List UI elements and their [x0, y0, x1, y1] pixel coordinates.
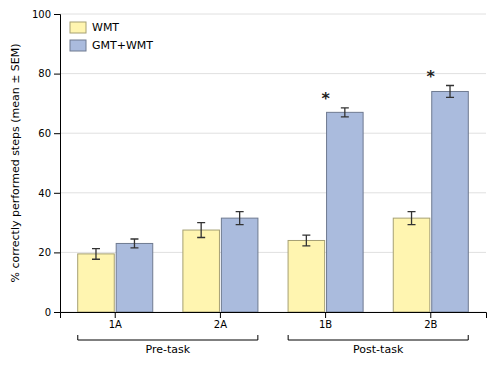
error-bar: [197, 223, 205, 238]
tick-mark: [54, 252, 60, 253]
tick-label: 20: [38, 247, 51, 258]
bar: [221, 218, 258, 312]
legend-label: GMT+WMT: [92, 39, 153, 52]
tick-mark: [220, 312, 221, 318]
tick-mark: [54, 133, 60, 134]
error-bar: [408, 212, 416, 225]
bar: [327, 112, 364, 312]
group-brackets: Pre-task Post-task: [78, 335, 468, 356]
legend-item: WMT: [70, 21, 119, 34]
grid-line: [60, 73, 486, 74]
plot: 0204060801001A2A1B2B**Pre-taskPost-taskW…: [32, 9, 487, 356]
tick-label: 60: [38, 128, 51, 139]
tick-label: 2B: [424, 319, 437, 330]
error-bar: [236, 212, 244, 225]
tick-mark: [54, 14, 60, 15]
bracket: [288, 335, 468, 340]
tick: 100: [32, 9, 60, 20]
annotations: **: [321, 67, 435, 108]
grid-line: [60, 192, 486, 193]
tick: 80: [38, 68, 60, 79]
error-bar: [92, 249, 100, 260]
legend-swatch: [70, 40, 86, 51]
bar: [116, 243, 153, 312]
tick-mark: [54, 312, 60, 313]
error-bar: [446, 86, 454, 98]
tick-label: 100: [32, 9, 51, 20]
marks: [78, 86, 469, 312]
grid-line: [60, 133, 486, 134]
tick-label: 80: [38, 68, 51, 79]
legend-swatch: [70, 22, 86, 33]
error-bar: [130, 239, 138, 248]
tick: 1A: [109, 312, 122, 330]
y-axis-title: % correctly performed steps (mean ± SEM): [9, 43, 22, 282]
series: [78, 212, 430, 312]
tick-label: 2A: [214, 319, 227, 330]
grid-line: [60, 14, 486, 15]
axis-domain: [54, 15, 61, 313]
group-label: Pre-task: [146, 343, 191, 356]
legend-item: GMT+WMT: [70, 39, 153, 52]
chart-container: 0204060801001A2A1B2B**Pre-taskPost-taskW…: [0, 0, 500, 374]
tick-mark: [54, 74, 60, 75]
legend: WMT GMT+WMT: [70, 21, 153, 52]
bar: [432, 91, 469, 312]
axis-domain: [61, 313, 487, 319]
bar: [183, 230, 220, 312]
y-axis: 0 20 40 60 80 100: [32, 9, 61, 318]
x-axis: 1A 2A 1B 2B: [61, 312, 487, 330]
chart: 0204060801001A2A1B2B**Pre-taskPost-taskW…: [0, 0, 500, 374]
tick-mark: [430, 312, 431, 318]
tick: 60: [38, 128, 60, 139]
tick: 20: [38, 247, 60, 258]
bracket: [78, 335, 258, 340]
tick-label: 1A: [109, 319, 122, 330]
annotation: *: [321, 89, 330, 108]
error-bar: [302, 235, 310, 246]
tick-label: 40: [38, 188, 51, 199]
tick-mark: [325, 312, 326, 318]
tick: 2B: [424, 312, 437, 330]
tick: 40: [38, 188, 60, 199]
bar: [78, 254, 115, 312]
tick: 0: [45, 307, 60, 318]
tick: 1B: [319, 312, 332, 330]
tick-mark: [54, 193, 60, 194]
annotation: *: [427, 67, 436, 86]
bar: [288, 240, 325, 312]
grid: [60, 14, 486, 312]
tick-label: 1B: [319, 319, 332, 330]
error-bar: [341, 108, 349, 117]
tick: 2A: [214, 312, 227, 330]
group-label: Post-task: [353, 343, 404, 356]
tick-label: 0: [45, 307, 51, 318]
legend-label: WMT: [92, 21, 119, 34]
tick-mark: [115, 312, 116, 318]
series: [116, 86, 468, 312]
bar: [393, 218, 430, 312]
